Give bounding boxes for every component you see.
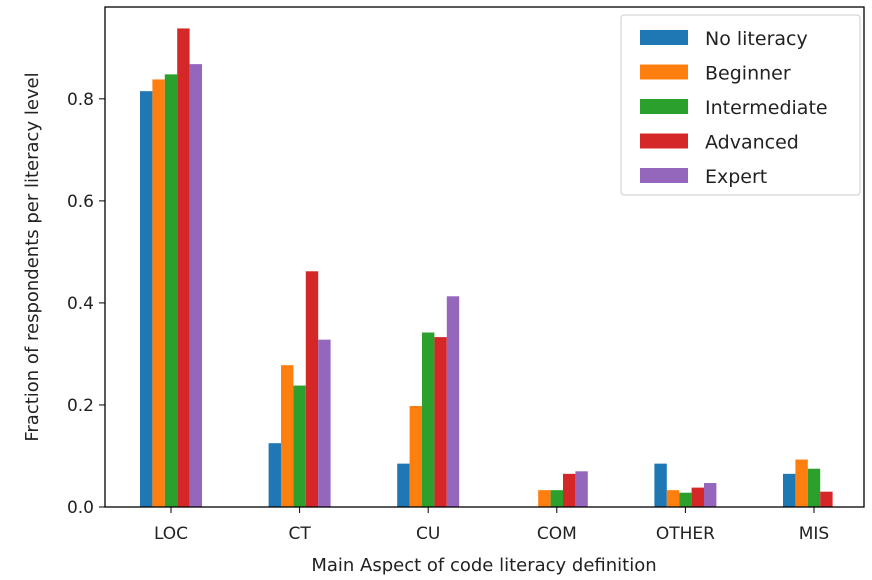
y-tick-label: 0.4 [67, 294, 94, 314]
bar-other-advanced [691, 487, 704, 507]
legend-label-no-literacy: No literacy [705, 28, 808, 50]
legend-label-advanced: Advanced [705, 132, 799, 154]
bar-ct-no-literacy [268, 443, 281, 507]
x-axis-title: Main Aspect of code literacy definition [311, 555, 656, 576]
bar-loc-advanced [177, 28, 190, 508]
bar-com-expert [575, 471, 588, 507]
bar-com-intermediate [550, 490, 563, 507]
legend-label-intermediate: Intermediate [705, 97, 828, 119]
bars-group [140, 28, 833, 508]
bar-cu-no-literacy [397, 463, 410, 507]
x-tick-label: CU [416, 524, 440, 544]
plot-frame [104, 6, 865, 508]
legend-items: No literacy Beginner Intermediate Advanced E… [640, 28, 828, 188]
y-axis-title: Fraction of respondents per literacy lev… [22, 72, 43, 441]
bar-other-beginner [666, 490, 680, 507]
bar-cu-expert [446, 296, 460, 507]
bar-cu-intermediate [422, 332, 435, 507]
legend-swatch-expert [640, 168, 688, 183]
legend-swatch-intermediate [640, 99, 688, 114]
legend-label-beginner: Beginner [705, 63, 791, 85]
y-tick-label: 0.0 [67, 498, 94, 518]
bar-mis-beginner [795, 459, 808, 507]
x-tick-label: OTHER [656, 524, 715, 544]
bar-ct-intermediate [293, 385, 306, 507]
y-tick-label: 0.8 [67, 90, 94, 110]
y-tick-label: 0.2 [67, 396, 94, 416]
x-tick-label: COM [537, 524, 577, 544]
legend-box [620, 14, 861, 196]
x-tick-label: MIS [799, 524, 829, 544]
bar-loc-beginner [152, 79, 165, 507]
bar-ct-beginner [281, 365, 294, 507]
bar-mis-no-literacy [783, 473, 796, 507]
x-axis-ticks: LOC CT CU COM OTHER MIS [154, 507, 829, 544]
bar-cu-advanced [434, 337, 447, 507]
bar-other-expert [704, 483, 717, 507]
bar-com-beginner [538, 490, 551, 507]
bar-loc-no-literacy [140, 91, 153, 508]
y-tick-label: 0.6 [67, 192, 94, 212]
bar-ct-expert [318, 339, 331, 507]
bar-cu-beginner [409, 405, 422, 507]
bar-mis-intermediate [807, 468, 821, 507]
x-tick-label: CT [288, 524, 311, 544]
legend-swatch-beginner [640, 64, 688, 80]
bar-com-advanced [563, 473, 576, 507]
bar-ct-advanced [305, 271, 319, 507]
bar-loc-intermediate [164, 74, 178, 507]
legend-swatch-no-literacy [640, 30, 688, 45]
legend-label-expert: Expert [705, 166, 767, 188]
x-tick-label: LOC [154, 524, 188, 544]
legend: No literacy Beginner Intermediate Advanced E… [620, 14, 861, 196]
y-axis-ticks: 0.0 0.2 0.4 0.6 0.8 [67, 90, 105, 518]
bar-mis-advanced [820, 491, 833, 507]
legend-swatch-advanced [640, 133, 688, 149]
bar-other-no-literacy [654, 463, 667, 507]
bar-other-intermediate [679, 492, 692, 507]
bar-loc-expert [189, 64, 202, 507]
